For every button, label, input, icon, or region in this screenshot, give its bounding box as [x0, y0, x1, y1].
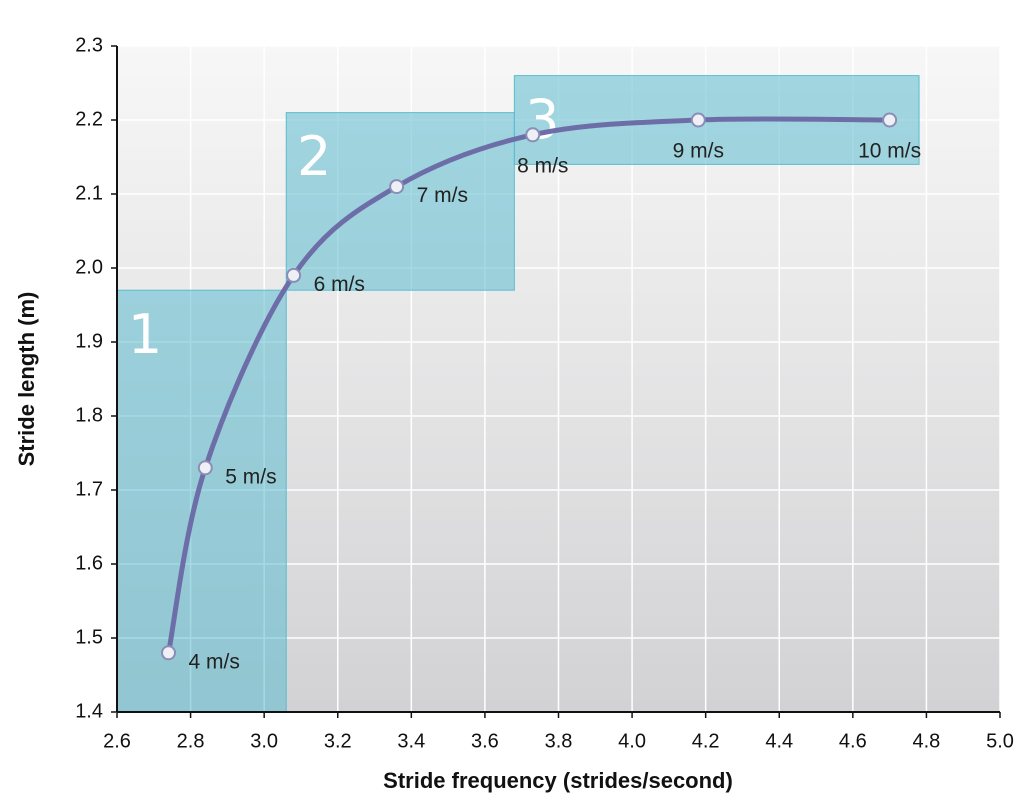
zone: [116, 289, 287, 713]
x-tick-label: 3.0: [250, 730, 278, 752]
x-tick-label: 3.6: [471, 730, 499, 752]
x-tick-label: 3.2: [324, 730, 352, 752]
point: [525, 127, 541, 143]
y-tick-label: 1.4: [75, 700, 103, 722]
point: [389, 179, 405, 195]
point-label: 9 m/s: [673, 140, 724, 163]
x-tick-label: 2.6: [103, 730, 131, 752]
y-tick-label: 1.8: [75, 404, 103, 426]
x-axis-label: Stride frequency (strides/second): [383, 768, 733, 793]
y-tick-label: 1.7: [75, 478, 103, 500]
point-label: 5 m/s: [225, 465, 276, 488]
y-tick-label: 1.6: [75, 552, 103, 574]
x-tick-label: 5.0: [986, 730, 1014, 752]
x-tick-label: 4.2: [692, 730, 720, 752]
x-tick-label: 4.6: [839, 730, 867, 752]
x-tick-label: 3.4: [397, 730, 425, 752]
zone: [285, 112, 515, 291]
x-tick-label: 2.8: [177, 730, 205, 752]
zone-label: 2: [297, 125, 331, 188]
point: [197, 460, 213, 476]
point: [690, 112, 706, 128]
y-tick-label: 2.2: [75, 108, 103, 130]
y-tick-label: 1.9: [75, 330, 103, 352]
x-tick-label: 4.8: [913, 730, 941, 752]
y-tick-label: 2.1: [75, 182, 103, 204]
point: [161, 645, 177, 661]
point-label: 6 m/s: [314, 273, 365, 296]
point-label: 7 m/s: [417, 184, 468, 207]
y-tick-label: 2.0: [75, 256, 103, 278]
y-tick-label: 1.5: [75, 626, 103, 648]
y-axis-label: Stride length (m): [14, 292, 39, 467]
zone-label: 1: [128, 303, 162, 366]
x-tick-label: 3.8: [545, 730, 573, 752]
point-label: 8 m/s: [517, 154, 568, 177]
point: [286, 267, 302, 283]
point: [882, 112, 898, 128]
x-tick-label: 4.4: [765, 730, 793, 752]
point-label: 4 m/s: [189, 650, 240, 673]
x-tick-label: 4.0: [618, 730, 646, 752]
point-label: 10 m/s: [858, 140, 921, 163]
y-tick-label: 2.3: [75, 34, 103, 56]
